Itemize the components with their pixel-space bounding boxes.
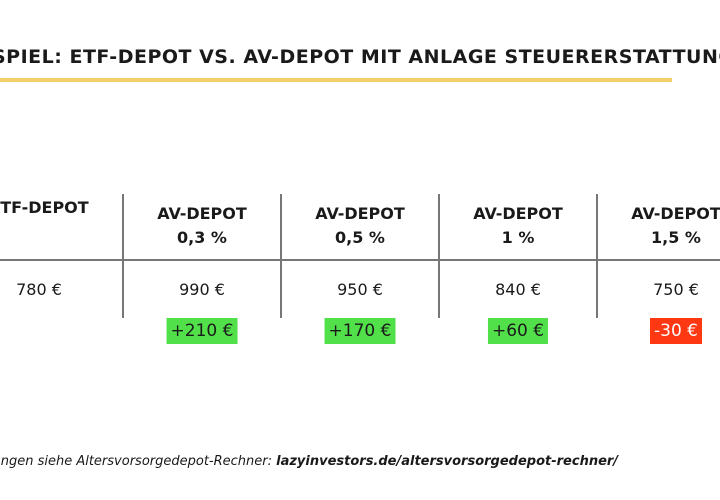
column-header-line2: 1 % — [501, 228, 535, 247]
column-value: 950 € — [337, 280, 383, 299]
column-divider — [280, 194, 282, 318]
difference-badge: -30 € — [650, 318, 702, 344]
difference-badge: +210 € — [166, 318, 238, 344]
table-column-etf-depot: ETF-DEPOT 780 € — [0, 194, 122, 350]
page-title: SPIEL: ETF-DEPOT VS. AV-DEPOT MIT ANLAGE… — [0, 44, 720, 74]
column-value: 780 € — [16, 280, 62, 299]
footnote: hnungen siehe Altersvorsorgedepot-Rechne… — [0, 452, 720, 474]
page-title-text: SPIEL: ETF-DEPOT VS. AV-DEPOT MIT ANLAGE… — [0, 46, 720, 68]
title-underline — [0, 78, 672, 82]
footnote-text: hnungen siehe Altersvorsorgedepot-Rechne… — [0, 454, 277, 469]
column-header: AV-DEPOT 1,5 % — [598, 202, 720, 250]
column-header-line1: AV-DEPOT — [157, 204, 247, 223]
column-header-line1: ETF-DEPOT — [0, 198, 89, 217]
column-header: ETF-DEPOT — [0, 196, 122, 220]
column-header-line2: 1,5 % — [651, 228, 701, 247]
column-value: 750 € — [653, 280, 699, 299]
footnote-link[interactable]: lazyinvestors.de/altersvorsorgedepot-rec… — [276, 454, 619, 469]
column-header-line1: AV-DEPOT — [315, 204, 405, 223]
column-header-line1: AV-DEPOT — [473, 204, 563, 223]
difference-badge: +170 € — [324, 318, 396, 344]
column-value: 990 € — [179, 280, 225, 299]
column-value: 840 € — [495, 280, 541, 299]
table-header-divider — [0, 259, 720, 261]
table-column-av-depot-1-5: AV-DEPOT 1,5 % 750 € -30 € — [598, 194, 720, 350]
column-header: AV-DEPOT 0,5 % — [282, 202, 438, 250]
column-divider — [596, 194, 598, 318]
table-column-av-depot-0-3: AV-DEPOT 0,3 % 990 € +210 € — [124, 194, 280, 350]
table-column-av-depot-0-5: AV-DEPOT 0,5 % 950 € +170 € — [282, 194, 438, 350]
column-header-line1: AV-DEPOT — [631, 204, 720, 223]
difference-badge: +60 € — [487, 318, 549, 344]
table-column-av-depot-1: AV-DEPOT 1 % 840 € +60 € — [440, 194, 596, 350]
column-header-line2: 0,3 % — [177, 228, 227, 247]
column-header: AV-DEPOT 1 % — [440, 202, 596, 250]
column-divider — [438, 194, 440, 318]
column-divider — [122, 194, 124, 318]
column-header-line2: 0,5 % — [335, 228, 385, 247]
column-header: AV-DEPOT 0,3 % — [124, 202, 280, 250]
